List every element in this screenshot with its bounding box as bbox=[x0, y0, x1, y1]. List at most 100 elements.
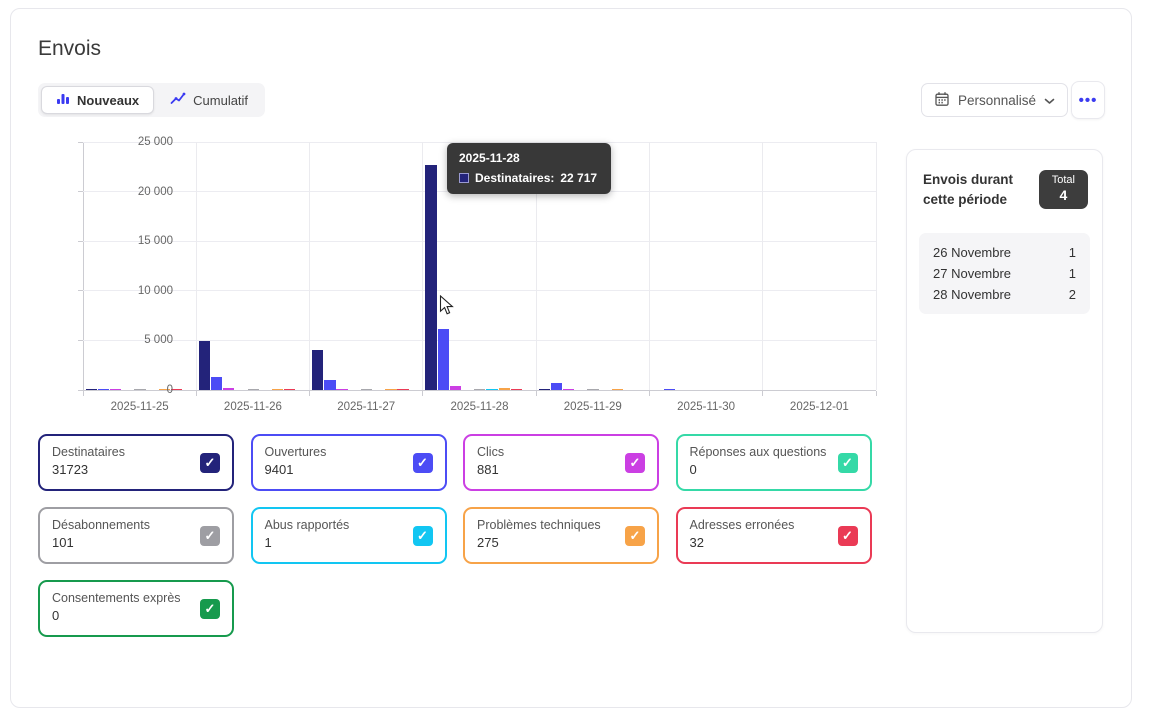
metric-value: 32 bbox=[689, 535, 704, 550]
mouse-cursor bbox=[439, 294, 454, 321]
bar-clics[interactable] bbox=[109, 389, 122, 390]
bar-destinataires[interactable] bbox=[312, 350, 324, 390]
bar-destinataires[interactable] bbox=[538, 389, 550, 390]
period-selector-button[interactable]: Personnalisé bbox=[921, 83, 1069, 117]
bar-abus-rapport-s[interactable] bbox=[486, 389, 498, 390]
gridline bbox=[762, 142, 764, 390]
y-tick-label: 10 000 bbox=[137, 284, 173, 297]
summary-title: Envois durant cette période bbox=[923, 172, 1014, 208]
metric-card-consentements[interactable]: Consentements exprès 0 ✓ bbox=[38, 580, 234, 637]
bar-d-sabonnements[interactable] bbox=[134, 389, 146, 390]
envois-panel: Envois Nouveaux Cumulatif bbox=[10, 8, 1132, 708]
bar-adresses-erron-es[interactable] bbox=[170, 389, 183, 390]
gridline bbox=[83, 240, 876, 242]
checkbox-abus[interactable]: ✓ bbox=[412, 526, 433, 546]
metric-card-clics[interactable]: Clics 881 ✓ bbox=[463, 434, 659, 491]
chart-tooltip: 2025-11-28 Destinataires: 22 717 bbox=[447, 143, 612, 194]
checkbox-problemes[interactable]: ✓ bbox=[625, 526, 645, 546]
checkbox-consentements[interactable]: ✓ bbox=[200, 599, 220, 619]
total-badge-value: 4 bbox=[1059, 187, 1068, 203]
bar-probl-mes-techniques[interactable] bbox=[271, 389, 284, 390]
checkbox-desabonnements[interactable]: ✓ bbox=[200, 526, 220, 546]
bar-clics[interactable] bbox=[449, 385, 462, 390]
y-axis bbox=[83, 142, 84, 390]
gridline bbox=[648, 142, 650, 390]
total-badge-label: Total bbox=[1051, 174, 1075, 186]
page-title: Envois bbox=[38, 37, 102, 60]
bar-probl-mes-techniques[interactable] bbox=[611, 389, 624, 390]
metric-value: 275 bbox=[477, 535, 499, 550]
y-tick-label: 25 000 bbox=[137, 136, 173, 148]
x-axis-label: 2025-12-01 bbox=[789, 401, 849, 413]
bar-ouvertures[interactable] bbox=[550, 383, 563, 390]
metric-card-adresses[interactable]: Adresses erronées 32 ✓ bbox=[675, 507, 872, 564]
metric-value: 101 bbox=[52, 535, 74, 550]
bar-clics[interactable] bbox=[563, 389, 575, 390]
bar-ouvertures[interactable] bbox=[97, 388, 109, 390]
checkbox-destinataires[interactable]: ✓ bbox=[200, 453, 220, 473]
bar-ouvertures[interactable] bbox=[437, 329, 449, 390]
metric-label: Problèmes techniques bbox=[477, 518, 601, 532]
bar-destinataires[interactable] bbox=[85, 389, 97, 390]
day-count: 1 bbox=[1068, 244, 1076, 260]
y-tick bbox=[78, 240, 83, 242]
metric-card-abus[interactable]: Abus rapportés 1 ✓ bbox=[250, 507, 447, 564]
checkbox-ouvertures[interactable]: ✓ bbox=[412, 453, 433, 473]
bar-clics[interactable] bbox=[336, 388, 348, 390]
gridline bbox=[83, 141, 876, 143]
bar-destinataires[interactable] bbox=[425, 164, 437, 390]
gridline bbox=[422, 142, 424, 390]
metric-value: 0 bbox=[52, 608, 60, 623]
bar-adresses-erron-es[interactable] bbox=[510, 389, 523, 390]
y-tick-label: 0 bbox=[166, 384, 173, 396]
tooltip-date: 2025-11-28 bbox=[459, 151, 520, 165]
tooltip-series-marker bbox=[459, 173, 469, 183]
bar-ouvertures[interactable] bbox=[664, 389, 676, 390]
x-tick bbox=[762, 391, 764, 396]
day-label: 27 Novembre bbox=[933, 265, 1012, 281]
bar-ouvertures[interactable] bbox=[210, 377, 223, 390]
x-axis-label: 2025-11-27 bbox=[337, 401, 396, 413]
x-axis bbox=[83, 390, 876, 391]
tab-cumulatif[interactable]: Cumulatif bbox=[156, 86, 262, 114]
more-options-button[interactable]: ••• bbox=[1071, 81, 1105, 119]
calendar-icon bbox=[934, 91, 950, 110]
metric-card-destinataires[interactable]: Destinataires 31723 ✓ bbox=[38, 434, 234, 491]
tab-nouveaux[interactable]: Nouveaux bbox=[41, 86, 155, 114]
checkbox-reponses[interactable]: ✓ bbox=[837, 453, 858, 473]
gridline bbox=[535, 142, 537, 390]
chart-plot[interactable] bbox=[78, 141, 877, 396]
bar-adresses-erron-es[interactable] bbox=[284, 389, 296, 390]
x-tick bbox=[648, 391, 650, 396]
x-tick bbox=[309, 391, 311, 396]
checkbox-adresses[interactable]: ✓ bbox=[837, 526, 858, 546]
bar-d-sabonnements[interactable] bbox=[474, 389, 486, 390]
gridline bbox=[83, 339, 876, 341]
metric-card-desabonnements[interactable]: Désabonnements 101 ✓ bbox=[38, 507, 234, 564]
bar-d-sabonnements[interactable] bbox=[360, 389, 373, 390]
metric-card-ouvertures[interactable]: Ouvertures 9401 ✓ bbox=[250, 434, 447, 491]
bar-probl-mes-techniques[interactable] bbox=[385, 389, 397, 390]
y-tick-label: 20 000 bbox=[137, 185, 173, 198]
line-chart-icon bbox=[170, 92, 186, 108]
bar-probl-mes-techniques[interactable] bbox=[498, 388, 510, 390]
bar-d-sabonnements[interactable] bbox=[587, 389, 599, 390]
metric-card-reponses[interactable]: Réponses aux questions 0 ✓ bbox=[675, 434, 872, 491]
x-axis-label: 2025-11-26 bbox=[223, 401, 282, 413]
gridline bbox=[309, 142, 311, 390]
bar-destinataires[interactable] bbox=[198, 341, 211, 390]
metric-value: 9401 bbox=[264, 462, 294, 477]
bar-d-sabonnements[interactable] bbox=[247, 389, 259, 390]
bar-probl-mes-techniques[interactable] bbox=[158, 389, 170, 390]
bar-clics[interactable] bbox=[223, 388, 235, 390]
y-tick bbox=[78, 141, 83, 143]
metric-label: Consentements exprès bbox=[52, 591, 181, 605]
x-axis-label: 2025-11-25 bbox=[110, 401, 169, 413]
tooltip-value: 22 717 bbox=[560, 171, 598, 185]
metric-card-problemes[interactable]: Problèmes techniques 275 ✓ bbox=[463, 507, 659, 564]
bar-adresses-erron-es[interactable] bbox=[397, 389, 409, 390]
bar-ouvertures[interactable] bbox=[324, 379, 336, 390]
checkbox-clics[interactable]: ✓ bbox=[625, 453, 645, 473]
metric-label: Adresses erronées bbox=[689, 518, 795, 532]
x-tick bbox=[422, 391, 424, 396]
